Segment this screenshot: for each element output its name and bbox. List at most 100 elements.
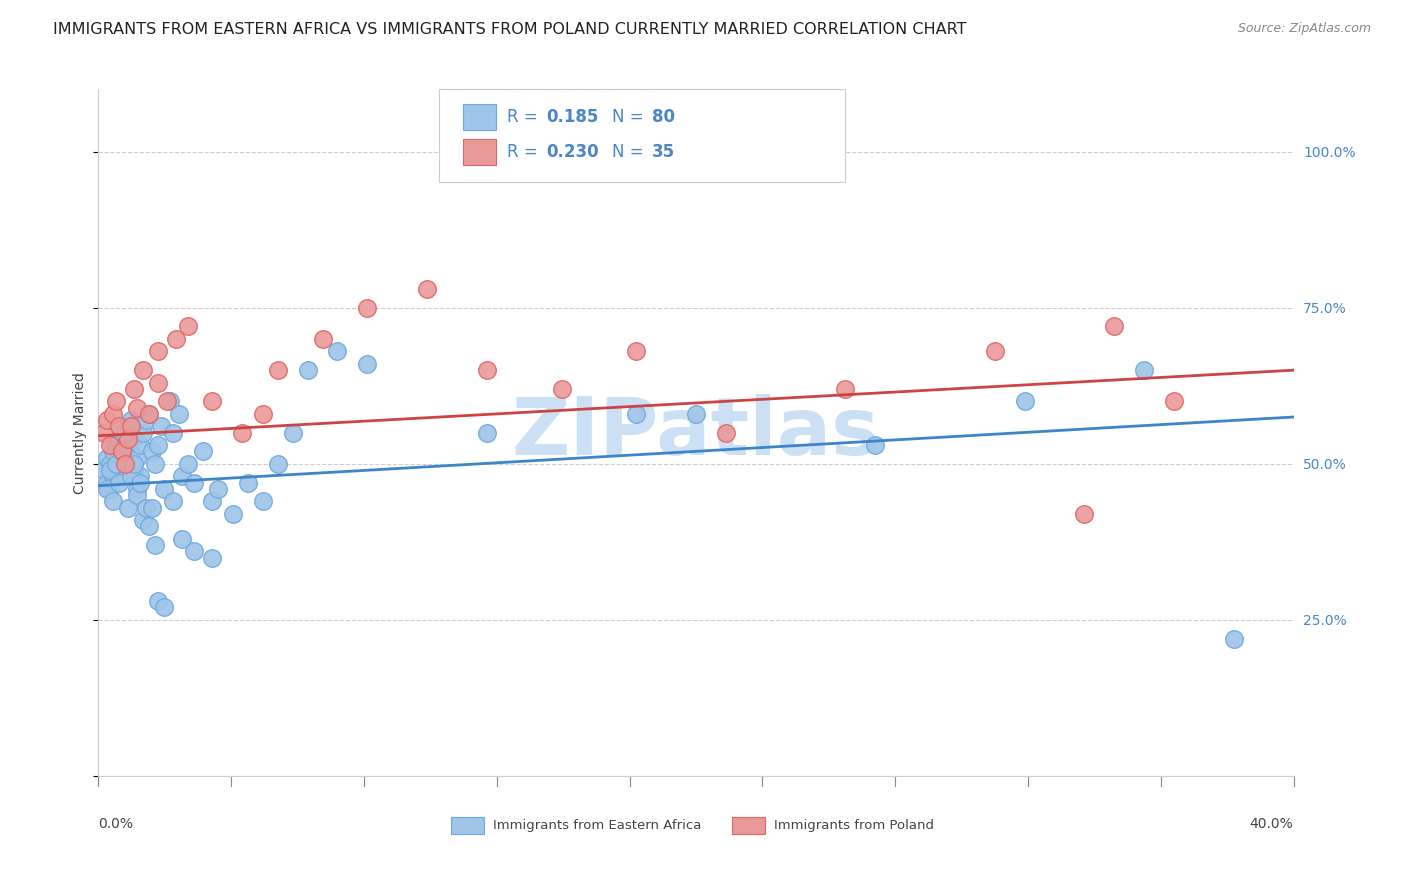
Point bbox=[222, 507, 245, 521]
Point bbox=[117, 432, 139, 446]
Text: 80: 80 bbox=[652, 108, 675, 127]
Point bbox=[105, 438, 128, 452]
Point bbox=[153, 482, 176, 496]
Point bbox=[98, 463, 122, 477]
Point bbox=[150, 419, 173, 434]
Point bbox=[108, 419, 131, 434]
Point bbox=[103, 494, 125, 508]
Point bbox=[103, 407, 125, 421]
Text: N =: N = bbox=[613, 108, 650, 127]
Point bbox=[201, 394, 224, 409]
Point bbox=[141, 444, 163, 458]
Point bbox=[183, 544, 205, 558]
Point bbox=[177, 457, 200, 471]
Point bbox=[129, 475, 152, 490]
Point bbox=[685, 407, 707, 421]
Point bbox=[129, 438, 152, 452]
Text: 35: 35 bbox=[652, 143, 675, 161]
Point bbox=[984, 344, 1007, 359]
Text: Immigrants from Poland: Immigrants from Poland bbox=[773, 819, 934, 832]
Text: R =: R = bbox=[508, 108, 543, 127]
Point bbox=[124, 463, 146, 477]
Point bbox=[143, 538, 166, 552]
Point bbox=[93, 425, 115, 440]
Point bbox=[124, 432, 146, 446]
Point bbox=[135, 500, 157, 515]
Point bbox=[172, 469, 194, 483]
Point bbox=[98, 482, 122, 496]
Point bbox=[865, 438, 887, 452]
Point bbox=[111, 425, 134, 440]
Text: 0.185: 0.185 bbox=[547, 108, 599, 127]
Point bbox=[108, 475, 131, 490]
Text: 0.0%: 0.0% bbox=[98, 817, 134, 831]
Point bbox=[1073, 507, 1095, 521]
Point bbox=[156, 394, 179, 409]
Point bbox=[207, 482, 229, 496]
Point bbox=[167, 407, 190, 421]
Text: R =: R = bbox=[508, 143, 543, 161]
Point bbox=[231, 425, 253, 440]
Point bbox=[834, 382, 856, 396]
Point bbox=[111, 444, 134, 458]
Point bbox=[191, 444, 214, 458]
Point bbox=[120, 413, 142, 427]
FancyBboxPatch shape bbox=[463, 138, 496, 165]
Point bbox=[201, 550, 224, 565]
Point bbox=[105, 457, 128, 471]
Point bbox=[108, 457, 131, 471]
Point bbox=[127, 450, 149, 465]
Point bbox=[129, 469, 152, 483]
Point bbox=[148, 438, 170, 452]
Point bbox=[127, 488, 149, 502]
Point bbox=[96, 413, 118, 427]
Point bbox=[114, 438, 136, 452]
FancyBboxPatch shape bbox=[439, 89, 845, 182]
Point bbox=[326, 344, 349, 359]
Point bbox=[475, 425, 498, 440]
Point bbox=[114, 425, 136, 440]
Text: ZIPatlas: ZIPatlas bbox=[512, 393, 880, 472]
FancyBboxPatch shape bbox=[451, 817, 485, 834]
Point bbox=[148, 344, 170, 359]
Point bbox=[124, 382, 146, 396]
Point bbox=[148, 376, 170, 390]
Point bbox=[105, 394, 128, 409]
Point bbox=[117, 457, 139, 471]
Text: N =: N = bbox=[613, 143, 650, 161]
Point bbox=[132, 513, 155, 527]
Point bbox=[626, 344, 648, 359]
Point bbox=[120, 444, 142, 458]
Point bbox=[108, 432, 131, 446]
Point bbox=[356, 357, 378, 371]
Point bbox=[165, 332, 187, 346]
Point bbox=[127, 401, 149, 415]
Point bbox=[311, 332, 333, 346]
Point bbox=[127, 482, 149, 496]
Point bbox=[96, 475, 118, 490]
Point bbox=[96, 482, 118, 496]
Point bbox=[143, 457, 166, 471]
Point bbox=[297, 363, 319, 377]
Point bbox=[132, 425, 155, 440]
Point bbox=[114, 469, 136, 483]
Point bbox=[148, 594, 170, 608]
Point bbox=[162, 494, 184, 508]
Point bbox=[93, 463, 115, 477]
Point bbox=[1104, 319, 1126, 334]
Point bbox=[1133, 363, 1156, 377]
Text: 0.230: 0.230 bbox=[547, 143, 599, 161]
Point bbox=[141, 500, 163, 515]
Point bbox=[475, 363, 498, 377]
Point bbox=[356, 301, 378, 315]
Point bbox=[159, 394, 181, 409]
Point bbox=[114, 457, 136, 471]
Point bbox=[98, 457, 122, 471]
Point bbox=[153, 600, 176, 615]
Point bbox=[120, 469, 142, 483]
Point bbox=[111, 444, 134, 458]
Point bbox=[105, 463, 128, 477]
Point bbox=[138, 407, 160, 421]
Text: Immigrants from Eastern Africa: Immigrants from Eastern Africa bbox=[494, 819, 702, 832]
Point bbox=[267, 457, 290, 471]
